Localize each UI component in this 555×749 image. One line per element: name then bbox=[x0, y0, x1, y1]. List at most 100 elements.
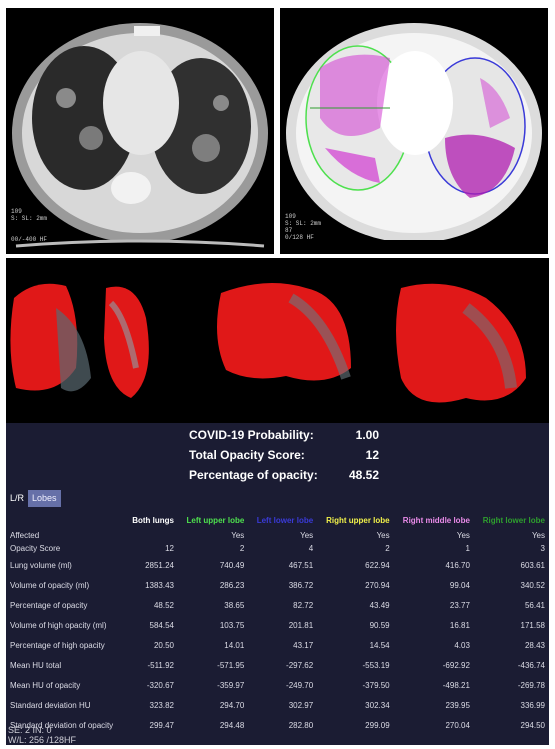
table-row: Mean HU of opacity -320.67 -359.97 -249.70 -… bbox=[6, 675, 549, 695]
table-cell: 336.99 bbox=[520, 700, 545, 710]
col-header-right-lower-lobe[interactable]: Right lower lobe bbox=[482, 515, 545, 525]
table-cell: -511.92 bbox=[147, 660, 174, 670]
table-cell: 294.50 bbox=[520, 720, 545, 730]
table-header-corner bbox=[6, 511, 125, 529]
ct-left-overlay: 109 S: SL: 2mm 00/-400 HF bbox=[11, 208, 47, 243]
probability-value: 1.00 bbox=[355, 428, 379, 442]
tab-lr[interactable]: L/R bbox=[6, 490, 29, 507]
table-cell: 3 bbox=[540, 544, 545, 553]
overlay-line: S: SL: 2mm bbox=[285, 220, 322, 227]
table-cell: 1 bbox=[465, 544, 470, 553]
row-label: Standard deviation HU bbox=[10, 700, 91, 710]
opacity-score-value: 12 bbox=[365, 448, 379, 462]
table-cell: 2 bbox=[385, 544, 390, 553]
table-cell: 584.54 bbox=[149, 620, 174, 630]
percentage-row: Percentage of opacity: 48.52 bbox=[189, 465, 379, 485]
table-cell: 1383.43 bbox=[145, 580, 174, 590]
row-label: Standard deviation of opacity bbox=[10, 720, 114, 730]
overlay-line: 0/128 HF bbox=[285, 234, 314, 241]
table-cell: 299.47 bbox=[149, 720, 174, 730]
overlay-line: 109 bbox=[285, 213, 296, 220]
table-cell: 340.52 bbox=[520, 580, 545, 590]
table-cell: 48.52 bbox=[153, 600, 174, 610]
table-cell: -249.70 bbox=[286, 680, 314, 690]
table-row: Standard deviation of opacity 299.47 294.4… bbox=[6, 715, 549, 735]
col-header-right-middle-lobe[interactable]: Right middle lobe bbox=[402, 515, 470, 525]
row-label: Percentage of high opacity bbox=[10, 640, 105, 650]
lung-3d-renders[interactable] bbox=[6, 258, 549, 423]
report-footer: SE: 2 IN: 0 W/L: 256 /128HF bbox=[6, 725, 76, 745]
probability-row: COVID-19 Probability: 1.00 bbox=[189, 425, 379, 445]
table-cell: 103.75 bbox=[219, 620, 245, 630]
probability-label: COVID-19 Probability: bbox=[189, 428, 314, 442]
table-cell: -436.74 bbox=[517, 660, 545, 670]
ct-segmentation-image bbox=[280, 23, 548, 254]
table-row: Percentage of opacity 48.52 38.65 82.72 43.4… bbox=[6, 595, 549, 615]
table-cell: 603.61 bbox=[520, 560, 545, 570]
table-cell: 622.94 bbox=[365, 560, 390, 570]
col-header-both-lungs[interactable]: Both lungs bbox=[132, 515, 174, 525]
ct-slice-segmented[interactable]: 109 S: SL: 2mm 87 0/128 HF bbox=[280, 8, 548, 254]
table-cell: 302.34 bbox=[365, 700, 390, 710]
table-cell: 2 bbox=[239, 544, 245, 553]
series-info: SE: 2 IN: 0 bbox=[8, 725, 52, 735]
percentage-value: 48.52 bbox=[348, 468, 379, 482]
overlay-line: 109 bbox=[11, 208, 22, 215]
table-cell: 386.72 bbox=[288, 580, 314, 590]
row-label: Mean HU total bbox=[10, 660, 62, 670]
table-cell: 740.49 bbox=[219, 560, 245, 570]
overlay-line: S: SL: 2mm bbox=[11, 215, 48, 222]
opacity-score-label: Total Opacity Score: bbox=[189, 448, 305, 462]
overlay-line: 00/-400 HF bbox=[11, 236, 48, 243]
table-cell: 171.58 bbox=[520, 620, 545, 630]
table-cell: 270.94 bbox=[365, 580, 390, 590]
metrics-table: Both lungs Left upper lobe Left lower lo… bbox=[6, 511, 549, 735]
table-cell: Yes bbox=[376, 531, 390, 540]
window-level-info: W/L: 256 /128HF bbox=[8, 735, 77, 745]
table-cell: -379.50 bbox=[362, 680, 390, 690]
table-cell: 302.97 bbox=[288, 700, 314, 710]
table-cell: 282.80 bbox=[288, 720, 314, 730]
table-cell: 38.65 bbox=[224, 600, 245, 610]
metrics-body: Affected Yes Yes Yes Yes Yes Opacity Score 12 2 4… bbox=[6, 529, 549, 735]
tab-lobes[interactable]: Lobes bbox=[28, 490, 61, 507]
table-row: Lung volume (ml) 2851.24 740.49 467.51 622.9… bbox=[6, 555, 549, 575]
table-cell: 23.77 bbox=[449, 600, 470, 610]
table-cell: Yes bbox=[231, 531, 245, 540]
table-cell: 201.81 bbox=[288, 620, 314, 630]
table-cell: 239.95 bbox=[445, 700, 470, 710]
row-label: Percentage of opacity bbox=[10, 600, 88, 610]
percentage-label: Percentage of opacity: bbox=[189, 468, 318, 482]
table-cell: 299.09 bbox=[365, 720, 390, 730]
col-header-left-upper-lobe[interactable]: Left upper lobe bbox=[186, 515, 245, 525]
row-label: Volume of opacity (ml) bbox=[10, 580, 90, 590]
table-cell: 4 bbox=[308, 544, 314, 553]
table-cell: Yes bbox=[456, 531, 470, 540]
col-header-right-upper-lobe[interactable]: Right upper lobe bbox=[326, 515, 390, 525]
table-cell: 416.70 bbox=[445, 560, 470, 570]
table-header-row: Both lungs Left upper lobe Left lower lo… bbox=[6, 511, 549, 529]
ct-slice-original[interactable]: 109 S: SL: 2mm 00/-400 HF bbox=[6, 8, 274, 254]
table-cell: 28.43 bbox=[524, 640, 545, 650]
table-cell: 16.81 bbox=[449, 620, 470, 630]
table-cell: 4.03 bbox=[454, 640, 470, 650]
table-cell: 43.17 bbox=[293, 640, 314, 650]
table-row: Volume of high opacity (ml) 584.54 103.75 2… bbox=[6, 615, 549, 635]
table-cell: -692.92 bbox=[442, 660, 470, 670]
overlay-line: 87 bbox=[285, 227, 293, 234]
table-cell: 294.70 bbox=[219, 700, 245, 710]
col-header-left-lower-lobe[interactable]: Left lower lobe bbox=[256, 515, 314, 525]
table-cell: Yes bbox=[300, 531, 314, 540]
table-cell: -359.97 bbox=[217, 680, 245, 690]
table-cell: 294.48 bbox=[219, 720, 245, 730]
table-row: Percentage of high opacity 20.50 14.01 43.1… bbox=[6, 635, 549, 655]
table-cell: -297.62 bbox=[286, 660, 314, 670]
table-row: Affected Yes Yes Yes Yes Yes bbox=[6, 529, 549, 542]
ct-right-overlay: 109 S: SL: 2mm 87 0/128 HF bbox=[285, 213, 321, 241]
table-cell: 467.51 bbox=[288, 560, 314, 570]
row-label: Lung volume (ml) bbox=[10, 560, 72, 570]
table-cell: 20.50 bbox=[153, 640, 174, 650]
table-row: Opacity Score 12 2 4 2 1 3 bbox=[6, 542, 549, 555]
table-cell: -498.21 bbox=[442, 680, 470, 690]
table-row: Mean HU total -511.92 -571.95 -297.62 -553.1… bbox=[6, 655, 549, 675]
